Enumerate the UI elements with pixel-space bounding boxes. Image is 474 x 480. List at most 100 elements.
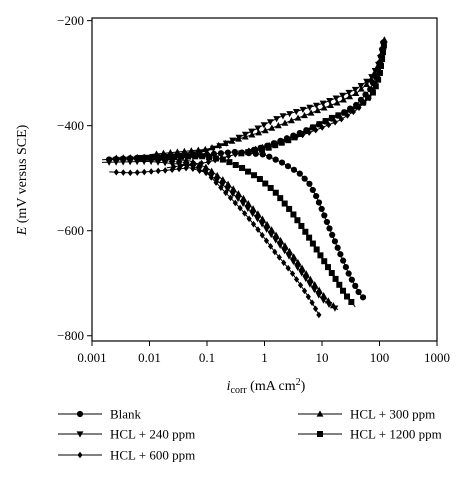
series-2-point bbox=[240, 194, 247, 202]
series-4-point bbox=[380, 42, 387, 49]
series-2-point bbox=[290, 253, 298, 260]
series-4-point bbox=[306, 234, 313, 241]
series-0-point bbox=[345, 270, 352, 277]
legend-marker bbox=[76, 431, 84, 438]
series-2-point bbox=[263, 220, 271, 228]
series-1-point bbox=[239, 200, 247, 207]
series-3 bbox=[109, 46, 386, 319]
series-4-point bbox=[380, 49, 387, 56]
series-2-point bbox=[119, 154, 127, 161]
series-layer bbox=[102, 36, 388, 319]
series-1-point bbox=[267, 231, 275, 239]
series-4-point bbox=[262, 180, 269, 187]
series-3-point bbox=[297, 281, 304, 289]
series-2-point bbox=[307, 109, 315, 116]
series-4-point bbox=[281, 200, 288, 207]
series-0-point bbox=[355, 288, 362, 296]
series-1-point bbox=[285, 253, 293, 260]
series-3-point bbox=[246, 215, 252, 223]
series-4-point bbox=[302, 228, 309, 235]
series-1-point bbox=[272, 237, 280, 244]
series-0-point bbox=[290, 166, 298, 173]
series-3-point bbox=[205, 158, 212, 166]
series-1-point bbox=[229, 191, 237, 198]
series-3-point bbox=[227, 194, 234, 202]
series-2-point bbox=[333, 99, 341, 106]
series-1-point bbox=[339, 92, 346, 99]
y-axis-title: E (mV versus SCE) bbox=[15, 124, 30, 236]
series-4-point bbox=[185, 153, 192, 160]
series-2-point bbox=[281, 242, 289, 249]
x-tick-label: 100 bbox=[370, 350, 390, 365]
series-4-point bbox=[297, 131, 304, 138]
series-0-point bbox=[359, 294, 367, 301]
series-2-point bbox=[219, 176, 227, 183]
series-0-point bbox=[210, 150, 218, 157]
series-3-point bbox=[169, 166, 175, 173]
series-4-point bbox=[199, 153, 206, 160]
series-1-point bbox=[332, 95, 340, 102]
x-tick-label: 0.001 bbox=[77, 350, 106, 365]
series-2-point bbox=[208, 144, 216, 151]
series-4-point bbox=[267, 184, 274, 191]
series-2-point bbox=[208, 167, 216, 174]
series-4-point bbox=[376, 69, 383, 76]
series-1-point bbox=[292, 108, 300, 116]
series-1-point bbox=[281, 248, 288, 255]
series-4-point bbox=[206, 154, 213, 161]
legend-label: HCL + 600 ppm bbox=[110, 448, 195, 463]
series-2-point bbox=[221, 139, 229, 146]
y-tick-label: −800 bbox=[57, 328, 84, 343]
series-3-point bbox=[316, 311, 322, 319]
series-3-point bbox=[289, 270, 296, 277]
series-2-point bbox=[346, 93, 354, 100]
series-3-point bbox=[213, 179, 219, 186]
series-4-point bbox=[321, 258, 328, 265]
series-3-point bbox=[183, 164, 189, 172]
series-4-point bbox=[251, 172, 258, 179]
series-2-point bbox=[215, 141, 223, 149]
series-3-point bbox=[281, 259, 287, 267]
series-4-point bbox=[272, 189, 279, 196]
series-0-point bbox=[337, 251, 344, 258]
series-1-point bbox=[254, 216, 261, 223]
series-3-point bbox=[120, 169, 126, 176]
series-0-point bbox=[278, 159, 286, 166]
series-2-point bbox=[180, 147, 188, 154]
series-1-point bbox=[298, 270, 306, 277]
series-2-point bbox=[288, 116, 295, 124]
legend-label: HCL + 1200 ppm bbox=[350, 427, 442, 442]
series-2-point bbox=[241, 133, 249, 140]
series-2-point bbox=[329, 302, 337, 309]
series-4-point bbox=[313, 246, 320, 253]
series-2-point bbox=[381, 36, 388, 43]
series-2-point bbox=[320, 104, 328, 111]
series-4-point bbox=[379, 56, 386, 63]
series-0-cathodic-line bbox=[102, 151, 365, 300]
series-4-point bbox=[178, 153, 185, 160]
series-1-point bbox=[105, 159, 113, 166]
series-4-point bbox=[245, 149, 252, 156]
series-2-point bbox=[294, 114, 302, 121]
series-4-point bbox=[290, 211, 297, 218]
series-1-point bbox=[260, 122, 268, 129]
series-2-point bbox=[357, 85, 365, 92]
series-4-point bbox=[164, 154, 171, 161]
series-2-point bbox=[301, 111, 308, 119]
series-0-point bbox=[340, 257, 347, 264]
series-4-point bbox=[344, 293, 351, 300]
series-2-point bbox=[327, 101, 335, 109]
series-3-point bbox=[178, 162, 184, 170]
series-4-cathodic-line bbox=[132, 155, 356, 308]
series-0-point bbox=[272, 156, 279, 163]
series-1-point bbox=[249, 210, 257, 218]
series-4-point bbox=[298, 222, 305, 229]
series-4-point bbox=[332, 275, 339, 282]
series-1-point bbox=[319, 100, 327, 107]
series-3-point bbox=[190, 165, 196, 172]
series-4-point bbox=[259, 146, 266, 153]
series-2-point bbox=[315, 286, 323, 293]
series-4-point bbox=[226, 159, 233, 166]
series-2-point bbox=[235, 190, 242, 197]
series-1-point bbox=[351, 86, 359, 94]
